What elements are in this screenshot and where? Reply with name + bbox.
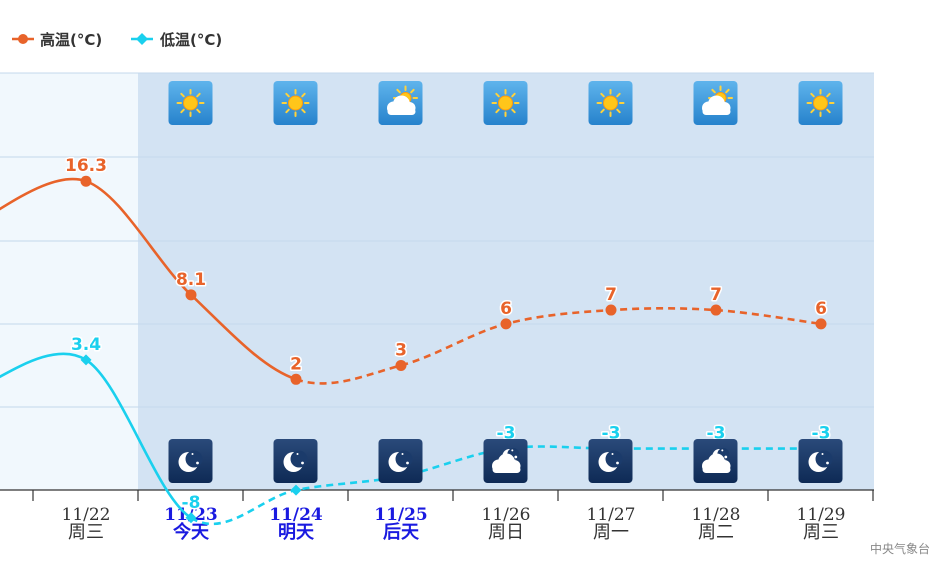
x-tick-date: 11/22 xyxy=(62,505,111,525)
low-temp-label: -8 xyxy=(182,493,201,513)
low-temp-point[interactable] xyxy=(185,512,197,524)
x-tick-day: 周二 xyxy=(698,522,734,543)
high-temp-point[interactable] xyxy=(80,175,92,187)
high-temp-point[interactable] xyxy=(395,359,407,371)
forecast-background xyxy=(138,73,874,490)
x-tick-day: 今天 xyxy=(173,521,210,543)
x-tick-day: 周日 xyxy=(488,522,524,543)
legend-item-low[interactable]: 低温(°C) xyxy=(131,31,222,49)
legend-label-low: 低温(°C) xyxy=(159,31,222,49)
x-tick-day: 明天 xyxy=(278,522,315,543)
high-temp-point[interactable] xyxy=(710,304,722,316)
source-label: 中央气象台 xyxy=(870,541,930,556)
moon-icon xyxy=(378,439,423,483)
x-tick-date: 11/24 xyxy=(269,505,323,525)
series-line-dashed xyxy=(295,307,822,385)
high-temp-label: 6 xyxy=(815,299,827,319)
sun-icon xyxy=(168,81,213,125)
partly-cloudy-icon xyxy=(693,81,738,125)
high-temp-label: 2 xyxy=(290,354,302,374)
high-temp-label: 3 xyxy=(395,340,407,360)
x-tick-date: 11/28 xyxy=(692,505,741,525)
legend: 高温(°C) 低温(°C) xyxy=(12,31,222,49)
x-tick-date: 11/25 xyxy=(374,505,428,525)
moon-icon xyxy=(168,439,213,483)
x-tick-date: 11/29 xyxy=(797,505,846,525)
moon-icon xyxy=(798,439,843,483)
low-temp-label: 3.4 xyxy=(71,335,101,355)
moon-icon xyxy=(273,439,318,483)
partly-cloudy-icon xyxy=(378,81,423,125)
low-temp-point[interactable] xyxy=(290,484,302,496)
sun-icon xyxy=(273,81,318,125)
high-temp-point[interactable] xyxy=(815,318,827,330)
high-temp-point[interactable] xyxy=(290,373,302,385)
sun-icon xyxy=(798,81,843,125)
legend-item-high[interactable]: 高温(°C) xyxy=(12,31,102,49)
high-temp-label: 7 xyxy=(605,285,617,305)
weather-icons xyxy=(168,81,843,483)
x-tick-day: 后天 xyxy=(383,522,420,543)
low-temp-point[interactable] xyxy=(80,354,92,366)
sun-icon xyxy=(483,81,528,125)
sun-icon xyxy=(588,81,633,125)
x-tick-date: 11/26 xyxy=(482,505,531,525)
high-temp-point[interactable] xyxy=(500,318,512,330)
x-axis: 11/22周三11/23今天11/24明天11/25后天11/26周日11/27… xyxy=(0,489,874,543)
x-tick-day: 周一 xyxy=(593,522,629,543)
x-tick-day: 周三 xyxy=(803,522,839,543)
cloudy-moon-icon xyxy=(483,439,528,483)
legend-label-high: 高温(°C) xyxy=(40,31,102,49)
moon-icon xyxy=(588,439,633,483)
high-temp-label: 16.3 xyxy=(65,156,107,176)
high-temp-point[interactable] xyxy=(605,304,617,316)
series-line-solid xyxy=(0,352,192,519)
high-temp-point[interactable] xyxy=(185,289,197,301)
x-tick-date: 11/27 xyxy=(587,505,636,525)
high-temp-label: 6 xyxy=(500,299,512,319)
series-line-solid xyxy=(0,177,297,381)
high-temp-label: 7 xyxy=(710,285,722,305)
history-background xyxy=(0,73,138,490)
cloudy-moon-icon xyxy=(693,439,738,483)
x-tick-day: 周三 xyxy=(68,522,104,543)
high-temp-label: 8.1 xyxy=(176,270,206,290)
